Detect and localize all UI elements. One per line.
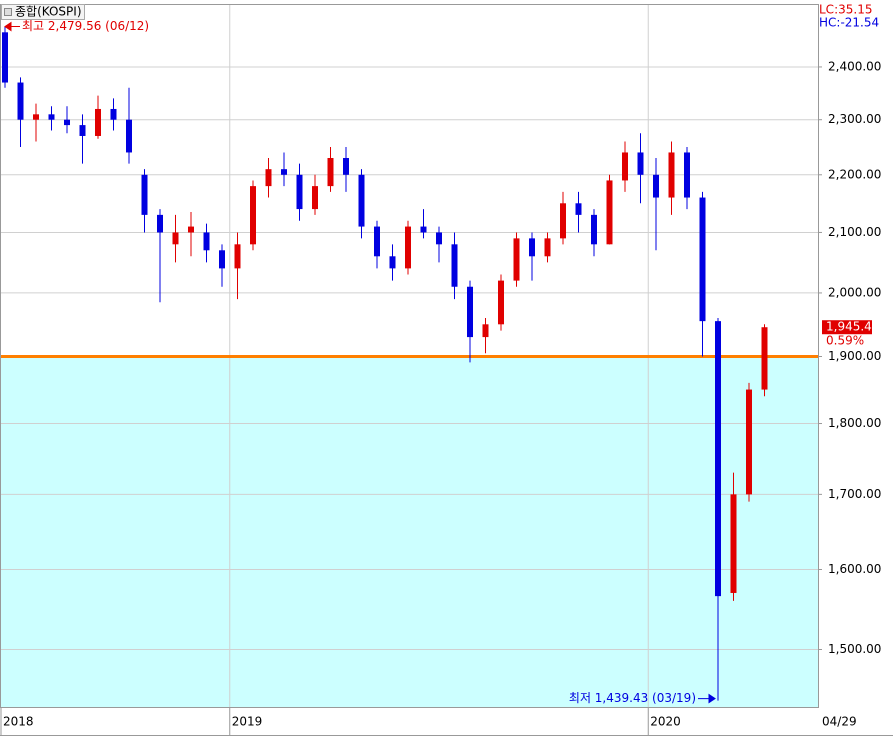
y-tick-label: 2,400.00 <box>828 59 881 73</box>
candle-body <box>560 203 566 239</box>
candle-body <box>389 256 396 269</box>
low-annotation: 최저 1,439.43 (03/19) <box>569 691 696 705</box>
candle-body <box>33 114 39 120</box>
high-annotation: 최고 2,479.56 (06/12) <box>22 19 149 33</box>
high-arrow <box>4 21 20 32</box>
candle-body <box>730 494 737 593</box>
plot-area <box>1 5 818 707</box>
candle-body <box>203 232 210 251</box>
legend-box[interactable] <box>1 4 85 20</box>
last-date: 04/29 <box>822 715 857 729</box>
y-tick-label: 2,300.00 <box>828 112 881 126</box>
legend[interactable]: 종합(KOSPI) <box>1 4 85 20</box>
candle-body <box>746 389 752 495</box>
candle-body <box>498 280 504 325</box>
candle-body <box>48 114 55 120</box>
candle-body <box>622 152 628 181</box>
hc-label: HC:-21.54 <box>819 16 879 30</box>
candle-body <box>606 180 613 245</box>
candle-body <box>157 214 163 233</box>
lc-label: LC:35.15 <box>819 3 872 17</box>
candle-body <box>482 324 489 338</box>
candle-body <box>110 108 117 120</box>
price-tag <box>822 320 872 335</box>
x-tick-label: 2018 <box>3 715 34 729</box>
candle-body <box>436 232 442 245</box>
candle-body <box>95 108 101 136</box>
candle-body <box>79 125 86 136</box>
y-tick-label: 1,700.00 <box>828 487 881 501</box>
price-tag-label: 1,945.41 <box>826 320 879 334</box>
candle-body <box>219 250 225 269</box>
candle-body <box>684 152 690 198</box>
candle-body <box>265 169 272 187</box>
candle-body <box>374 226 380 257</box>
shaded-zone <box>1 356 818 707</box>
candle-body <box>761 327 768 390</box>
x-tick-label: 2019 <box>232 715 263 729</box>
candle-body <box>575 203 582 215</box>
y-tick-label: 2,000.00 <box>828 285 881 299</box>
candle-body <box>467 286 473 338</box>
candle-body <box>591 214 597 245</box>
y-tick-label: 1,500.00 <box>828 642 881 656</box>
plot-border <box>0 4 819 708</box>
y-tick-label: 2,100.00 <box>828 225 881 239</box>
candle-body <box>637 152 644 175</box>
candle-body <box>405 226 411 269</box>
y-tick-label: 1,900.00 <box>828 349 881 363</box>
candle-body <box>715 321 721 597</box>
candle-body <box>296 174 303 210</box>
candle-body <box>420 226 427 233</box>
candle-body <box>327 158 334 187</box>
candle-body <box>2 32 8 83</box>
candle-body <box>529 238 535 257</box>
candle-body <box>172 232 179 245</box>
candle-body <box>653 174 659 198</box>
candle-body <box>513 238 520 281</box>
candle-body <box>343 158 349 175</box>
candle-body <box>126 119 132 153</box>
candle-body <box>188 226 194 233</box>
candle-body <box>281 169 287 175</box>
legend-label[interactable]: 종합(KOSPI) <box>15 5 82 19</box>
legend-icon[interactable] <box>4 8 12 16</box>
change-label: 0.59% <box>826 334 864 348</box>
candle-body <box>250 186 256 245</box>
y-tick-label: 2,200.00 <box>828 167 881 181</box>
candle-body <box>141 174 148 215</box>
candle-body <box>451 244 458 287</box>
y-tick-label: 1,800.00 <box>828 416 881 430</box>
y-tick-label: 1,600.00 <box>828 562 881 576</box>
candle-body <box>234 244 241 269</box>
low-arrow <box>698 693 716 704</box>
candle-body <box>668 152 675 198</box>
candle-body <box>64 119 70 126</box>
candle-body <box>17 82 24 120</box>
candle-body <box>699 197 706 322</box>
candle-body <box>358 174 365 227</box>
x-tick-label: 2020 <box>650 715 681 729</box>
candle-body <box>544 238 551 257</box>
candle-body <box>312 186 318 210</box>
